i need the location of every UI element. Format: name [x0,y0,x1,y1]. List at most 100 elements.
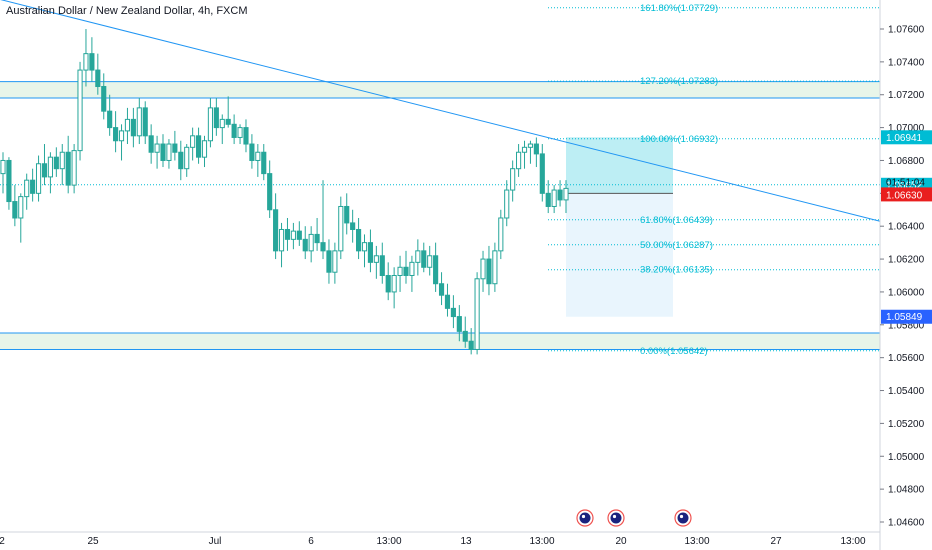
x-tick-label: 6 [308,536,314,547]
candle-body [533,143,539,155]
low-price-badge-bg [881,309,932,324]
candle [338,196,344,260]
candle-body [77,69,83,152]
candle-body [101,86,107,112]
y-tick-label: 1.05400 [888,386,925,397]
candle-body [18,196,24,219]
candle [195,127,202,164]
candle-body [160,143,166,161]
candle-body [184,146,190,170]
candle [373,245,379,279]
candle-body [178,151,184,170]
candle [545,180,551,214]
candle-body [261,151,267,175]
low-price-badge: 1.05849 [886,312,923,323]
target-price-badge: 1.06941 [886,133,923,144]
candle-body [338,205,344,252]
candle-body [438,283,445,296]
y-tick-label: 1.04600 [888,518,925,529]
economic-events [576,509,692,527]
event-flag-icon [674,509,692,527]
candle-body [273,209,279,252]
y-tick-label: 1.05200 [888,419,925,430]
candle-body [379,255,385,276]
candle-body [302,238,308,252]
candle-body [195,135,202,158]
candle [136,98,142,145]
candle-body [154,143,160,153]
candle [249,134,255,169]
candle [563,180,569,214]
candle [474,272,480,355]
candle [12,185,18,227]
support-resistance-zones [0,81,880,350]
y-tick-label: 1.06400 [888,222,925,233]
candle-body [539,153,545,194]
candle [326,239,332,284]
event-flag-core [579,512,591,524]
candle [65,135,71,194]
candle [278,222,285,268]
candlestick-series [0,29,569,355]
candle [30,168,36,202]
candle [142,101,148,145]
candle [427,245,433,276]
candle [527,140,534,164]
candle-body [142,107,148,137]
candle-body [47,156,53,178]
bar-countdown: 01:51:04 [886,177,925,188]
x-tick-label: 13 [460,536,472,547]
candle [154,135,160,169]
candle-body [41,163,48,178]
zone-0 [0,81,880,99]
candle [237,124,243,145]
candle-body [6,159,12,203]
candle [385,262,391,301]
candle [510,160,516,202]
candle [166,139,172,169]
candle [320,180,326,260]
event-flag-icon [576,509,594,527]
candle-body [409,261,415,276]
x-tick-label: 13:00 [529,536,554,547]
candle [225,96,231,128]
candle [462,316,468,348]
current-price-badge: 1.06630 [886,190,923,201]
candle-body [504,189,510,219]
candle [415,239,421,276]
x-tick-label: Jul [209,536,222,547]
candle [83,29,89,87]
candle-body [213,107,219,129]
candle-body [130,118,136,137]
candle-body [563,187,569,201]
candle [41,144,48,186]
candle [486,245,492,296]
candle [533,137,539,168]
candle-body [308,233,314,252]
candle-body [207,107,213,142]
y-tick-label: 1.05600 [888,353,925,364]
candle [468,328,474,355]
candle-body [551,189,557,207]
candle [89,37,95,82]
candle-body [344,205,350,224]
candle-body [492,250,498,285]
candle [124,107,131,145]
candle [219,114,225,145]
candle-body [71,150,77,186]
candle [47,152,53,194]
candle-body [219,118,225,129]
candle [118,124,125,161]
candle-body [468,340,474,350]
candle [255,144,261,177]
candle-body [166,143,172,161]
candle-body [527,143,534,148]
candle-body [59,151,65,170]
candle [539,144,545,202]
candle-body [421,250,427,268]
y-tick-label: 1.07600 [888,25,925,36]
candle-body [95,69,101,88]
candle-body [12,201,18,219]
candle [361,234,368,268]
